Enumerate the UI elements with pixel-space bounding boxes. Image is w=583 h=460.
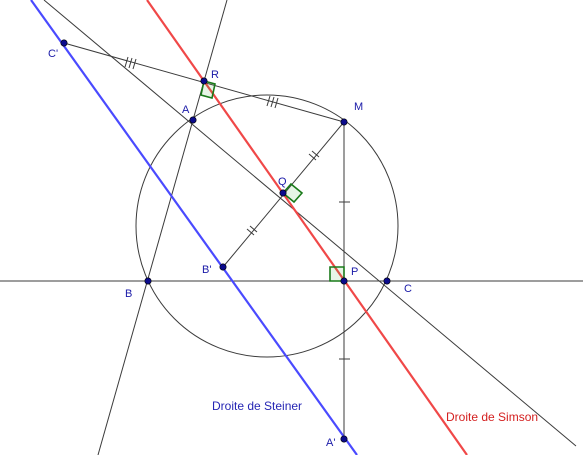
label-p: P (351, 266, 358, 278)
ticks-r-m (266, 95, 279, 109)
label-a-prime: A' (326, 437, 335, 449)
steiner-line (30, 0, 358, 456)
point-b (144, 277, 152, 285)
ticks-c-prime-r (124, 56, 137, 70)
point-a-prime (340, 435, 348, 443)
line-ab (97, 0, 228, 456)
point-p (340, 277, 348, 285)
right-angle-r (200, 80, 216, 99)
label-c: C (404, 283, 412, 295)
label-steiner-line: Droite de Steiner (212, 399, 302, 413)
label-m: M (354, 101, 363, 113)
label-b-prime: B' (202, 264, 211, 276)
line-ac (43, 0, 577, 447)
ticks-m-q (308, 150, 320, 161)
label-b: B (125, 288, 132, 300)
circumcircle (135, 94, 399, 358)
simson-line (146, 0, 468, 456)
ticks-q-b-prime (246, 225, 258, 236)
point-a (189, 116, 197, 124)
label-q: Q (278, 176, 287, 188)
point-q (279, 189, 287, 197)
label-simson-line: Droite de Simson (446, 410, 538, 424)
right-angle-q (281, 182, 304, 204)
point-c (383, 277, 391, 285)
label-a: A (182, 104, 190, 116)
point-m (340, 118, 348, 126)
label-c-prime: C' (48, 48, 58, 60)
point-r (200, 77, 208, 85)
label-r: R (211, 69, 219, 81)
point-b-prime (219, 263, 227, 271)
point-c-prime (60, 39, 68, 47)
